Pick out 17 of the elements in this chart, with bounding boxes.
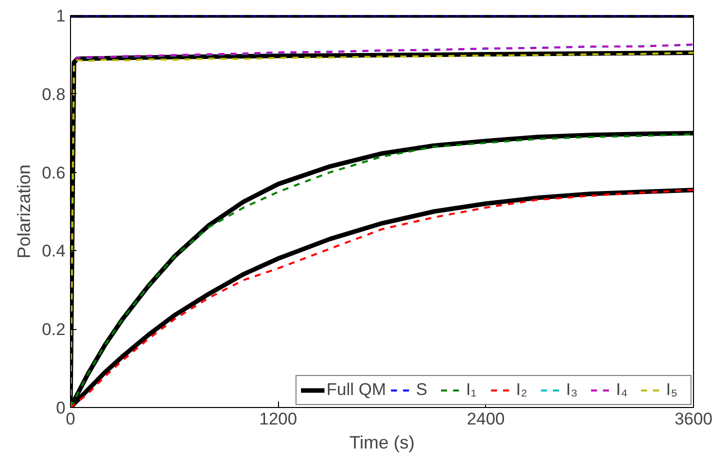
x-tick-label: 2400 [466, 410, 505, 428]
legend-label: I₃ [566, 380, 579, 400]
x-tick-label: 1200 [259, 410, 298, 428]
x-tick-label: 3600 [674, 410, 712, 428]
y-axis-title: Polarization [14, 164, 34, 259]
y-tick-label: 0.8 [42, 84, 66, 104]
x-axis-title: Time (s) [349, 432, 415, 452]
legend-label: Full QM [326, 380, 386, 400]
legend-label: I₁ [466, 380, 478, 400]
y-tick-label: 1 [56, 6, 66, 26]
y-tick-label: 0.2 [42, 320, 66, 340]
y-tick-label: 0.4 [42, 242, 66, 261]
legend-label: S [416, 380, 428, 400]
legend-label: I₂ [516, 380, 528, 400]
y-tick-label: 0.6 [42, 163, 66, 182]
legend-label: I₄ [616, 380, 629, 400]
legend-label: I₅ [666, 380, 679, 400]
